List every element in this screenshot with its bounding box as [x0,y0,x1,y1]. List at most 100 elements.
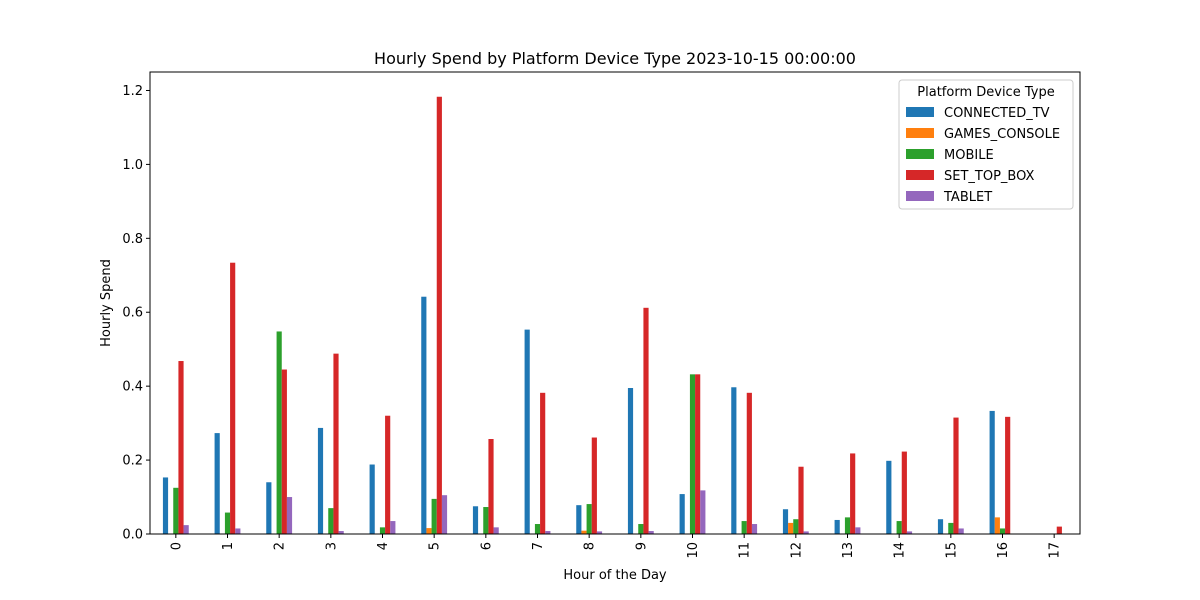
x-tick-label: 0 [169,542,184,550]
bar-connected-tv-5 [421,296,427,534]
bar-set-top-box-4 [385,415,391,534]
bar-tablet-15 [958,528,964,534]
x-tick-label: 17 [1048,542,1063,559]
bar-tablet-11 [751,524,758,534]
bar-connected-tv-9 [627,388,634,534]
bar-mobile-14 [896,521,902,534]
bar-connected-tv-10 [679,494,685,534]
bar-mobile-9 [638,524,644,534]
bar-mobile-7 [534,524,541,534]
bar-set-top-box-6 [488,439,494,534]
legend-entry: SET_TOP_BOX [944,169,1035,184]
bar-set-top-box-12 [798,466,804,534]
x-tick-label: 12 [789,542,804,559]
bar-mobile-4 [379,527,386,534]
x-tick-label: 10 [686,542,701,559]
bar-mobile-10 [689,374,696,534]
bar-set-top-box-11 [746,392,752,534]
x-tick-label: 11 [738,542,753,559]
plot-frame [149,71,1081,535]
y-tick-label: 1.2 [122,84,143,99]
bar-mobile-12 [793,519,799,534]
bar-tablet-5 [441,495,448,534]
y-tick-label: 0.4 [122,380,143,395]
bar-connected-tv-3 [317,427,324,534]
bar-connected-tv-12 [782,509,789,534]
bar-tablet-1 [235,528,241,534]
legend-swatch [906,107,934,117]
bar-mobile-1 [224,512,231,534]
bar-mobile-15 [948,522,954,534]
chart-title: Hourly Spend by Platform Device Type 202… [374,49,856,68]
bar-set-top-box-1 [230,262,236,534]
bar-set-top-box-10 [695,374,701,534]
y-axis: 0.0 0.2 0.4 0.6 0.8 1.0 1.2 [122,84,150,543]
bar-set-top-box-3 [333,353,339,534]
bar-connected-tv-15 [937,519,944,534]
bars-group [162,96,1062,534]
x-axis-label: Hour of the Day [563,568,667,583]
legend-entry: CONNECTED_TV [944,106,1050,121]
bar-tablet-3 [338,531,344,534]
legend: Platform Device Type CONNECTED_TV GAMES_C… [898,79,1074,210]
x-tick-label: 1 [221,542,236,550]
x-tick-label: 3 [324,542,339,550]
bar-mobile-0 [173,487,179,534]
bar-set-top-box-13 [850,453,856,534]
bar-tablet-14 [906,531,913,534]
bar-games-console-5 [426,528,432,534]
y-tick-label: 0.0 [122,528,143,543]
x-tick-label: 16 [996,542,1011,559]
bar-mobile-2 [276,331,282,534]
bar-connected-tv-11 [731,387,737,534]
bar-tablet-4 [390,521,396,534]
bar-tablet-8 [596,531,603,534]
bar-connected-tv-0 [162,477,169,534]
bar-tablet-13 [855,527,861,534]
bar-mobile-13 [844,517,851,534]
bar-set-top-box-7 [540,392,546,534]
bar-set-top-box-0 [178,361,184,534]
bar-set-top-box-14 [901,451,907,534]
bar-connected-tv-16 [989,410,995,534]
legend-entry: GAMES_CONSOLE [944,127,1060,142]
legend-swatch [906,149,934,159]
legend-swatch [906,128,934,138]
x-tick-label: 7 [531,542,546,550]
bar-mobile-11 [741,521,747,534]
y-tick-label: 1.0 [122,158,143,173]
bar-tablet-6 [493,527,499,534]
x-tick-label: 8 [583,542,598,550]
legend-entry: TABLET [943,190,992,205]
legend-swatch [906,191,934,201]
bar-mobile-5 [431,498,437,534]
x-tick-label: 13 [841,542,856,559]
bar-connected-tv-13 [834,519,840,534]
legend-entry: MOBILE [944,148,994,163]
bar-tablet-12 [803,531,809,534]
y-axis-label: Hourly Spend [99,259,114,347]
x-tick-label: 4 [376,542,391,550]
bar-set-top-box-9 [643,307,649,534]
bar-tablet-9 [648,531,654,534]
x-tick-label: 9 [634,542,649,550]
x-axis: 0 1 2 3 4 5 6 7 8 9 10 11 12 13 14 15 16 17 [169,534,1063,559]
legend-box [898,79,1074,210]
bar-tablet-10 [700,490,706,534]
bar-tablet-7 [545,531,551,534]
bar-set-top-box-8 [591,437,597,534]
bar-connected-tv-7 [524,329,530,534]
bar-set-top-box-15 [953,417,959,534]
bar-set-top-box-17 [1056,526,1062,534]
x-tick-label: 6 [479,542,494,550]
y-tick-label: 0.6 [122,306,143,321]
bar-connected-tv-1 [214,433,220,534]
bar-mobile-8 [586,504,592,534]
bar-connected-tv-6 [472,506,479,534]
bar-games-console-12 [788,522,794,534]
bar-connected-tv-2 [266,482,272,534]
bar-set-top-box-16 [1005,416,1011,534]
bar-tablet-2 [286,497,293,534]
x-tick-label: 15 [944,542,959,559]
